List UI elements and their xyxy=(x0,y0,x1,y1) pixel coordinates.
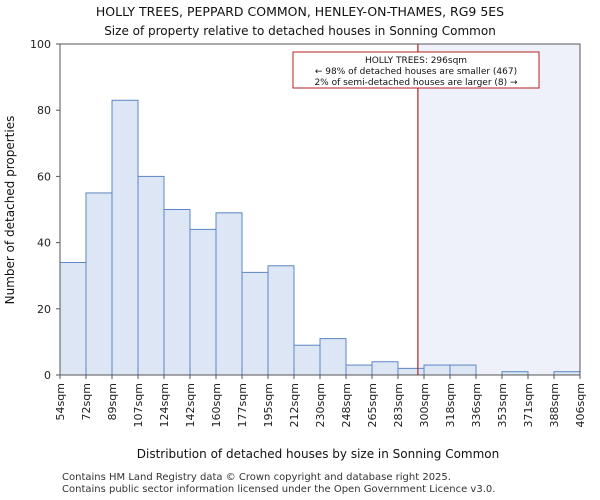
y-tick-label: 40 xyxy=(37,237,51,250)
y-tick-label: 100 xyxy=(30,38,51,51)
x-tick-label: 72sqm xyxy=(80,383,93,420)
bar-265sqm xyxy=(371,361,399,376)
x-tick-label: 177sqm xyxy=(236,383,249,427)
bar-54sqm xyxy=(59,261,87,376)
x-tick-label: 248sqm xyxy=(340,383,353,427)
x-tick-label: 195sqm xyxy=(262,383,275,427)
footer-licence: Contains public sector information licen… xyxy=(62,484,496,495)
bars xyxy=(59,99,581,376)
y-tick-label: 80 xyxy=(37,104,51,117)
bar-124sqm xyxy=(163,209,191,376)
annotation-line: HOLLY TREES: 296sqm xyxy=(365,56,467,66)
x-tick-label: 265sqm xyxy=(366,383,379,427)
chart-subtitle: Size of property relative to detached ho… xyxy=(104,24,496,38)
bar-72sqm xyxy=(85,192,113,376)
y-tick-label: 20 xyxy=(37,303,51,316)
bar-318sqm xyxy=(449,364,477,376)
x-tick-label: 388sqm xyxy=(548,383,561,427)
bar-177sqm xyxy=(241,271,269,376)
annotation-line: 2% of semi-detached houses are larger (8… xyxy=(314,78,518,88)
larger-region-shade xyxy=(417,44,580,375)
x-tick-label: 142sqm xyxy=(184,383,197,427)
property-marker: HOLLY TREES: 296sqm← 98% of detached hou… xyxy=(292,44,540,375)
bar-195sqm xyxy=(267,265,295,376)
y-axis-label: Number of detached properties xyxy=(3,116,17,305)
axes: 0 20 40 60 80 100 54sqm 72sqm 89sqm 107sqm 124sqm 1… xyxy=(30,38,587,427)
y-tick-label: 60 xyxy=(37,170,51,183)
chart-title: HOLLY TREES, PEPPARD COMMON, HENLEY-ON-T… xyxy=(96,4,504,19)
x-tick-label: 212sqm xyxy=(288,383,301,427)
highlight-region xyxy=(417,44,580,375)
bar-212sqm xyxy=(293,344,321,376)
bar-283sqm xyxy=(397,367,425,376)
x-tick-label: 318sqm xyxy=(444,383,457,427)
x-tick-label: 230sqm xyxy=(314,383,327,427)
x-tick-label: 300sqm xyxy=(418,383,431,427)
x-tick-label: 160sqm xyxy=(210,383,223,427)
x-axis-label: Distribution of detached houses by size … xyxy=(137,447,500,461)
annotation-line: ← 98% of detached houses are smaller (46… xyxy=(315,67,517,77)
x-tick-label: 124sqm xyxy=(158,383,171,427)
bar-300sqm xyxy=(423,364,451,376)
y-tick-label: 0 xyxy=(44,369,51,382)
bar-160sqm xyxy=(215,212,243,376)
x-tick-label: 406sqm xyxy=(574,383,587,427)
x-tick-label: 107sqm xyxy=(132,383,145,427)
x-tick-label: 353sqm xyxy=(496,383,509,427)
bar-230sqm xyxy=(319,338,347,376)
annotation-box xyxy=(292,51,540,89)
x-tick-label: 371sqm xyxy=(522,383,535,427)
x-tick-label: 54sqm xyxy=(54,383,67,420)
bar-89sqm xyxy=(111,99,139,376)
x-tick-label: 89sqm xyxy=(106,383,119,420)
bar-chart: HOLLY TREES, PEPPARD COMMON, HENLEY-ON-T… xyxy=(3,4,587,461)
bar-142sqm xyxy=(189,228,217,376)
bar-248sqm xyxy=(345,364,373,376)
bar-107sqm xyxy=(137,175,165,376)
x-tick-label: 283sqm xyxy=(392,383,405,427)
footer-copyright: Contains HM Land Registry data © Crown c… xyxy=(62,472,451,483)
x-tick-label: 336sqm xyxy=(470,383,483,427)
